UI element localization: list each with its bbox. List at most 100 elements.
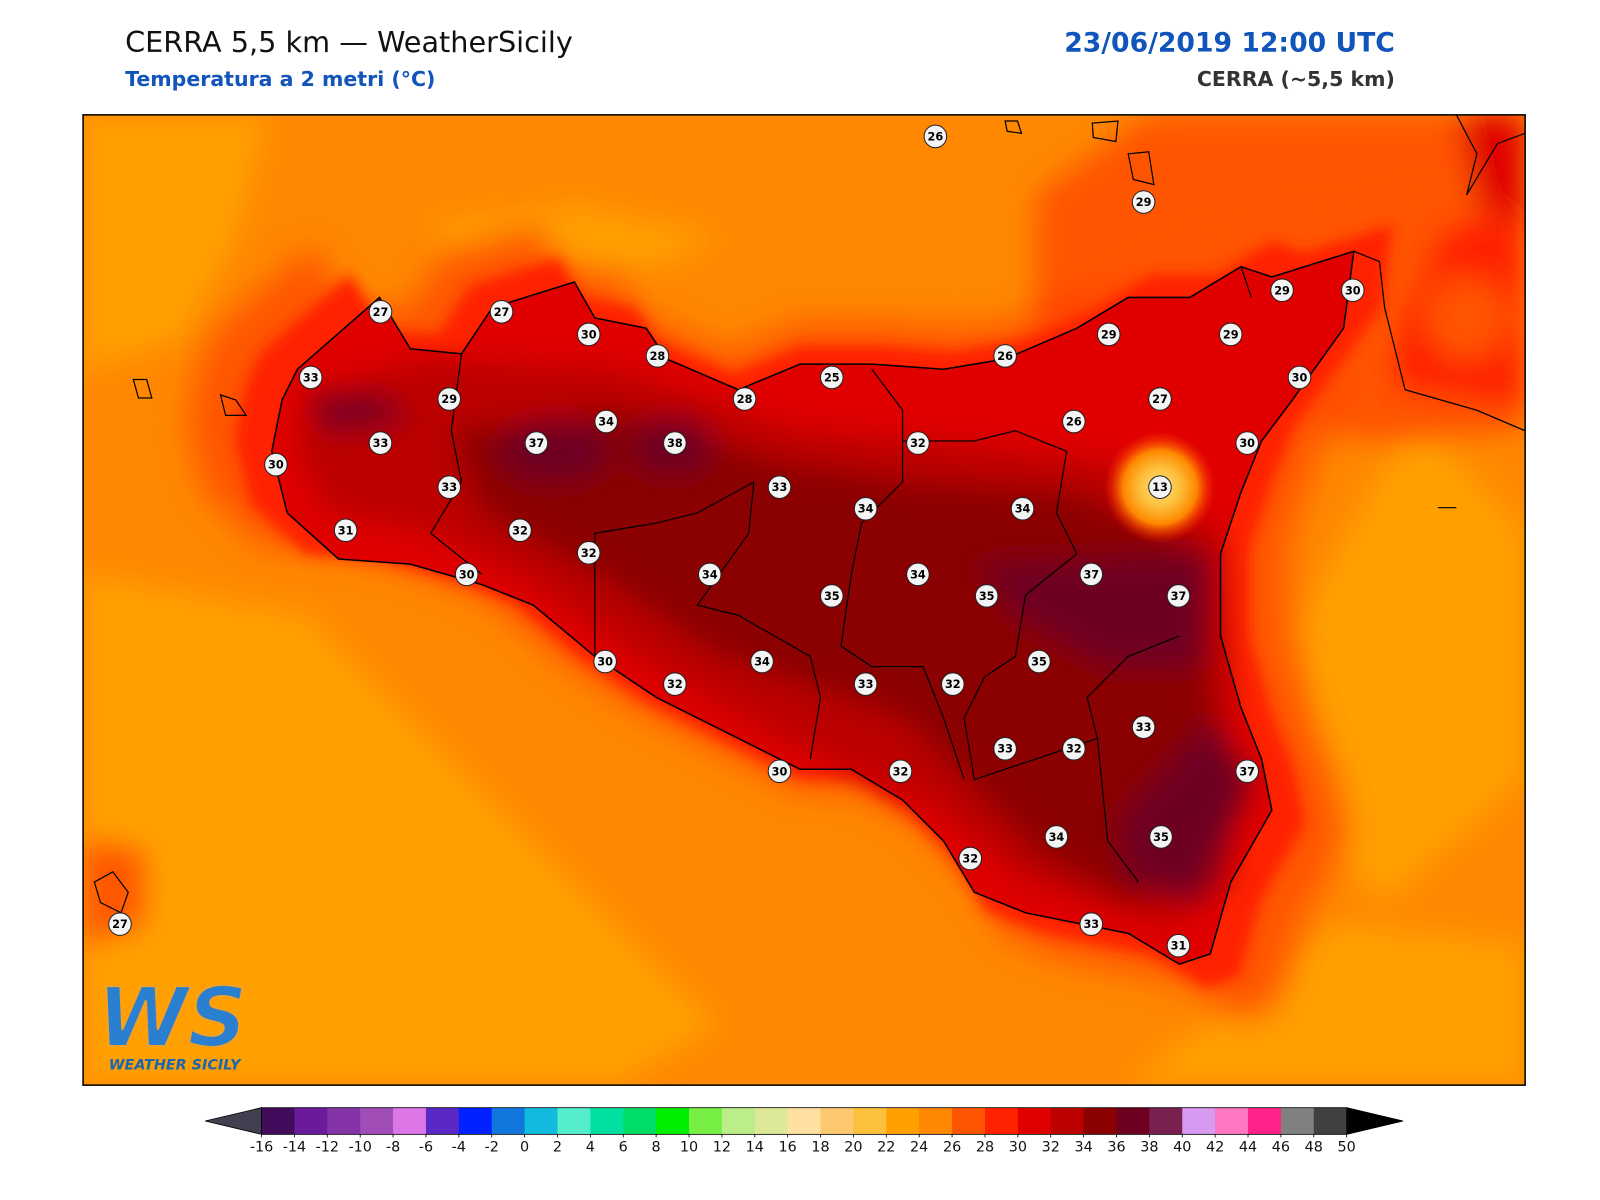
station: 32 xyxy=(576,541,601,565)
station-value: 25 xyxy=(824,371,840,384)
station: 26 xyxy=(1062,409,1086,434)
station: 28 xyxy=(732,387,757,411)
colorbar-bin xyxy=(886,1107,920,1135)
hot-core xyxy=(297,358,1252,924)
station-marker xyxy=(1062,409,1086,434)
station-marker xyxy=(1148,387,1172,411)
station: 33 xyxy=(1131,715,1156,739)
station-marker xyxy=(697,562,722,587)
station-marker xyxy=(1270,278,1294,303)
colorbar-bin xyxy=(1149,1107,1183,1135)
station: 32 xyxy=(958,846,983,871)
station-marker xyxy=(1166,933,1191,958)
colorbar-tick-label: 18 xyxy=(811,1140,829,1156)
station-value: 28 xyxy=(650,350,666,363)
colorbar-tick-label: 36 xyxy=(1107,1140,1125,1156)
station-value: 33 xyxy=(772,481,788,494)
station-marker xyxy=(1010,496,1035,521)
station-marker xyxy=(108,912,132,936)
subtitle: Temperatura a 2 metri (°C) xyxy=(125,67,435,91)
station: 37 xyxy=(1166,584,1191,608)
colorbar-bin xyxy=(294,1107,328,1135)
station-value: 34 xyxy=(858,503,874,516)
colorbar-tick-label: 30 xyxy=(1009,1140,1027,1156)
province-borders xyxy=(429,266,1252,883)
station-marker xyxy=(853,672,878,696)
station-value: 35 xyxy=(979,590,995,603)
station-value: 32 xyxy=(581,547,597,560)
station-marker xyxy=(1079,562,1104,587)
station: 32 xyxy=(888,759,913,784)
colorbar-bin xyxy=(623,1107,657,1135)
station: 34 xyxy=(697,562,722,587)
colorbar-bin xyxy=(721,1107,756,1135)
station: 29 xyxy=(1218,322,1243,347)
station-marker xyxy=(993,736,1017,761)
station-marker xyxy=(576,322,601,347)
station: 33 xyxy=(853,672,878,696)
station-marker xyxy=(437,387,462,411)
station: 35 xyxy=(974,584,999,608)
station-marker xyxy=(958,846,983,871)
station-marker xyxy=(1044,825,1069,849)
station: 26 xyxy=(993,344,1017,368)
station: 30 xyxy=(1287,365,1312,390)
station-value: 33 xyxy=(1083,918,1099,931)
station-marker xyxy=(524,431,549,455)
station: 32 xyxy=(663,672,687,696)
colorbar-bin xyxy=(1083,1107,1118,1135)
station: 34 xyxy=(906,562,930,587)
station-value: 34 xyxy=(754,656,770,669)
colorbar-tick-label: 46 xyxy=(1272,1140,1290,1156)
station-marker xyxy=(1096,322,1121,347)
station-value: 32 xyxy=(667,678,683,691)
station-marker xyxy=(1079,912,1104,936)
colorbar-tick-label: -8 xyxy=(386,1140,400,1156)
colorbar-bin xyxy=(1313,1107,1348,1135)
colorbar-tick-label: 0 xyxy=(520,1140,529,1156)
station: 30 xyxy=(593,649,617,674)
station-value: 34 xyxy=(910,568,926,581)
station-marker xyxy=(767,475,792,499)
colorbar-bin xyxy=(590,1107,624,1135)
colorbar: -16 -14 -12 -10 -8 -6 -4 -2 0 2 4 6 8 10 12 14 16 18 20 22 2… xyxy=(205,1107,1404,1156)
colorbar-tick-label: 38 xyxy=(1140,1140,1158,1156)
station: 29 xyxy=(1270,278,1294,303)
station-marker xyxy=(1166,584,1191,608)
station-value: 38 xyxy=(667,437,683,450)
colorbar-bin xyxy=(1017,1107,1052,1135)
station: 35 xyxy=(819,584,844,608)
station-value: 32 xyxy=(910,437,926,450)
colorbar-tick-label: 28 xyxy=(976,1140,994,1156)
other-coasts xyxy=(93,114,1526,914)
logo: WS WEATHER SICILY xyxy=(96,970,248,1074)
station-value: 29 xyxy=(1136,196,1152,209)
colorbar-tick-label: 4 xyxy=(586,1140,595,1156)
station: 25 xyxy=(819,365,844,390)
colorbar-tick-label: -14 xyxy=(283,1140,306,1156)
station-marker xyxy=(368,300,393,324)
station-value: 33 xyxy=(1136,721,1152,734)
station: 33 xyxy=(437,475,462,499)
station: 32 xyxy=(508,518,532,543)
station-marker xyxy=(1287,365,1312,390)
station: 30 xyxy=(576,322,601,347)
colorbar-tick-label: 44 xyxy=(1239,1140,1257,1156)
colorbar-bin xyxy=(689,1107,723,1135)
colorbar-tick-label: 8 xyxy=(652,1140,661,1156)
colorbar-bin xyxy=(853,1107,887,1135)
station: 34 xyxy=(1010,496,1035,521)
station-value: 30 xyxy=(581,328,597,341)
station-value: 29 xyxy=(441,393,457,406)
station: 27 xyxy=(489,300,514,324)
station-marker xyxy=(941,672,965,696)
colorbar-bin xyxy=(458,1107,493,1135)
station-value: 37 xyxy=(1171,590,1187,603)
station-value: 34 xyxy=(702,568,718,581)
station: 31 xyxy=(1166,933,1191,958)
station-value: 30 xyxy=(268,459,284,472)
station-value: 35 xyxy=(1031,656,1047,669)
colorbar-bin xyxy=(1182,1107,1216,1135)
colorbar-tick-label: -10 xyxy=(348,1140,371,1156)
station-marker xyxy=(750,649,774,674)
